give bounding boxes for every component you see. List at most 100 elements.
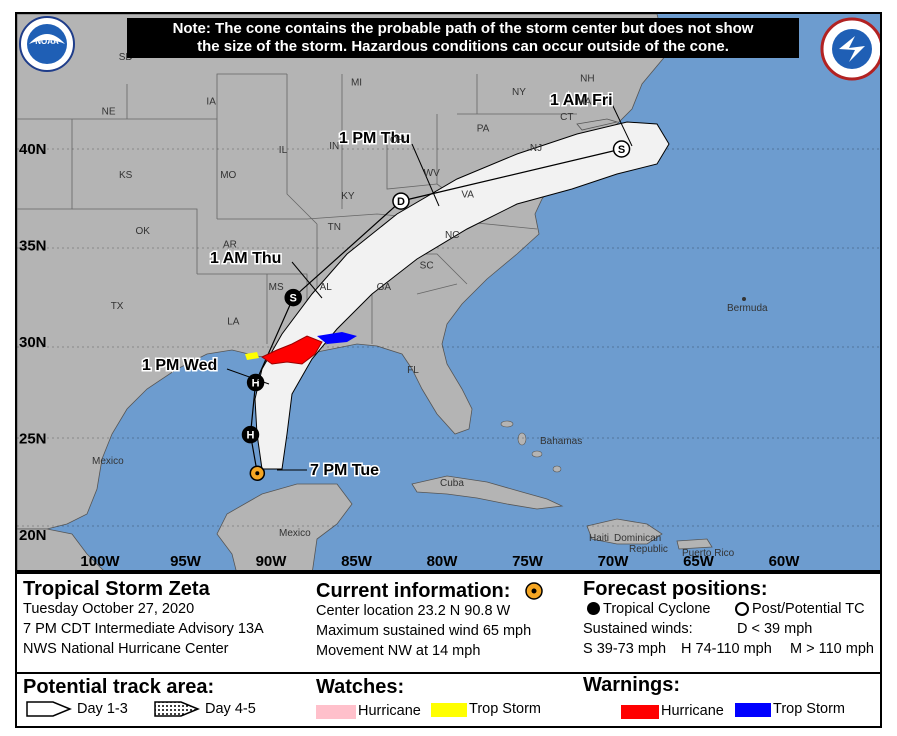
place-puerto-rico: Puerto Rico: [682, 548, 735, 559]
place-cuba: Cuba: [440, 478, 464, 489]
lon-label: 95W: [170, 553, 202, 570]
ts-watch-area: [245, 352, 259, 360]
place-mexico-land: Mexico: [92, 456, 124, 467]
lat-label: 25N: [19, 431, 47, 448]
note-line-1: Note: The cone contains the probable pat…: [172, 20, 754, 37]
info-panel: Tropical Storm Zeta Tuesday October 27, …: [15, 572, 882, 728]
state-label-fl: FL: [407, 365, 419, 376]
lon-label: 85W: [341, 553, 373, 570]
noaa-logo: NOAA: [19, 16, 75, 72]
state-label-la: LA: [227, 317, 240, 328]
state-label-tn: TN: [328, 222, 341, 233]
lon-label: 60W: [769, 553, 801, 570]
track-marker-letter: S: [618, 144, 625, 156]
hurricane-warning-label: Hurricane: [661, 703, 724, 719]
lon-label: 80W: [427, 553, 459, 570]
state-label-wv: WV: [424, 168, 440, 179]
place-bahamas: Bahamas: [540, 436, 582, 447]
bahamas-islands: [500, 420, 562, 473]
state-label-mo: MO: [220, 170, 236, 181]
hurricane-warning-swatch: [621, 705, 659, 719]
state-label-pa: PA: [477, 124, 490, 135]
label-1am-thu: 1 AM Thu: [210, 250, 281, 267]
day45-icon: [154, 701, 200, 717]
forecast-cone: [254, 121, 670, 470]
state-label-ia: IA: [206, 97, 216, 108]
track-marker-letter: D: [397, 196, 405, 208]
label-1am-fri: 1 AM Fri: [550, 92, 613, 109]
track-marker-letter: H: [252, 378, 260, 390]
puerto-rico-landmass: [676, 538, 713, 550]
mexico-landmass: [17, 483, 353, 570]
state-label-ma: MA: [576, 97, 591, 108]
label-leaders: [226, 103, 633, 471]
track-marker-5: S: [612, 140, 631, 158]
issuing-center: NWS National Hurricane Center: [23, 641, 229, 657]
max-wind: Maximum sustained wind 65 mph: [316, 623, 532, 639]
state-label-al: AL: [320, 282, 333, 293]
movement: Movement NW at 14 mph: [316, 643, 481, 659]
lat-label: 40N: [19, 141, 47, 158]
lon-label: 90W: [256, 553, 288, 570]
label-1pm-wed: 1 PM Wed: [142, 357, 217, 374]
state-label-ks: KS: [119, 170, 133, 181]
place-dominican: Dominican: [614, 533, 661, 544]
m-definition: M > 110 mph: [790, 641, 874, 657]
tropical-cyclone-icon: [587, 602, 600, 615]
ts-warning-label: Trop Storm: [773, 701, 845, 717]
day13-label: Day 1-3: [77, 701, 128, 717]
ts-watch-label: Trop Storm: [469, 701, 541, 717]
track-marker-0: [249, 465, 266, 481]
state-label-ms: MS: [269, 282, 284, 293]
advisory-date: Tuesday October 27, 2020: [23, 601, 195, 617]
state-label-ar: AR: [223, 239, 237, 250]
track-marker-3: S: [284, 288, 302, 307]
post-tc-label: Post/Potential TC: [752, 601, 865, 617]
forecast-title: Forecast positions:: [583, 578, 768, 600]
long-island: [576, 118, 619, 131]
state-label-il: IL: [279, 145, 288, 156]
hurricane-warning-area: [261, 335, 323, 365]
ts-warning-swatch: [735, 703, 771, 717]
state-label-sd: SD: [119, 52, 133, 63]
track-marker-1: H: [241, 425, 260, 444]
lat-label: 35N: [19, 238, 47, 255]
center-location: Center location 23.2 N 90.8 W: [316, 603, 511, 619]
place-mexico-city: Mexico: [279, 528, 311, 539]
track-markers: H H S D S: [241, 140, 631, 481]
note-line-2: the size of the storm. Hazardous conditi…: [197, 38, 729, 55]
current-position-icon: [525, 582, 543, 600]
tropical-cyclone-label: Tropical Cyclone: [603, 601, 711, 617]
lon-label: 100W: [80, 553, 120, 570]
lon-label: 65W: [683, 553, 715, 570]
state-label-tx: TX: [111, 301, 124, 312]
nws-logo: [820, 17, 880, 81]
s-definition: S 39-73 mph: [583, 641, 667, 657]
cone-note: Note: The cone contains the probable pat…: [127, 18, 799, 58]
track-area-title: Potential track area:: [23, 676, 215, 698]
ts-warning-area: [317, 332, 357, 344]
d-definition: D < 39 mph: [737, 621, 813, 637]
warnings-title: Warnings:: [583, 674, 681, 696]
longitude-labels: 100W 95W 90W 85W 80W 75W 70W 65W 60W: [80, 553, 800, 570]
state-label-mi: MI: [351, 77, 362, 88]
state-label-ne: NE: [102, 106, 116, 117]
ts-watch-swatch: [431, 703, 467, 717]
hispaniola-landmass: [586, 518, 663, 545]
advisory-number: 7 PM CDT Intermediate Advisory 13A: [23, 621, 264, 637]
day13-icon: [26, 701, 72, 717]
noaa-logo-text: NOAA: [35, 37, 59, 46]
storm-name: Tropical Storm Zeta: [23, 578, 210, 600]
place-bermuda: Bermuda: [727, 303, 768, 314]
place-haiti: Haiti: [589, 533, 609, 544]
state-label-sc: SC: [420, 261, 434, 272]
post-tc-icon: [735, 602, 749, 616]
watches-title: Watches:: [316, 676, 405, 698]
track-marker-letter: H: [247, 430, 255, 442]
state-borders: [17, 73, 577, 345]
track-marker-letter: S: [290, 293, 297, 305]
